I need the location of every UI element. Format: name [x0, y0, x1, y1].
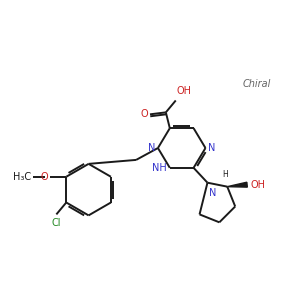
Text: Chiral: Chiral — [243, 79, 271, 88]
Text: O: O — [41, 172, 48, 182]
Text: Cl: Cl — [52, 218, 61, 228]
Text: NH: NH — [152, 163, 167, 173]
Text: H: H — [222, 170, 228, 179]
Text: N: N — [209, 188, 217, 198]
Text: N: N — [148, 143, 155, 153]
Text: O: O — [140, 109, 148, 119]
Text: N: N — [208, 143, 216, 153]
Text: H₃C: H₃C — [14, 172, 32, 182]
Polygon shape — [227, 182, 247, 187]
Text: OH: OH — [250, 180, 265, 190]
Text: OH: OH — [177, 85, 192, 95]
